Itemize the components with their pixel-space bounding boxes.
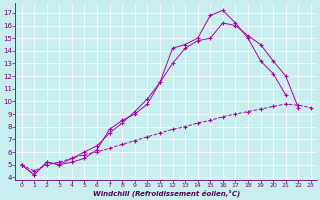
X-axis label: Windchill (Refroidissement éolien,°C): Windchill (Refroidissement éolien,°C) [92,190,240,197]
